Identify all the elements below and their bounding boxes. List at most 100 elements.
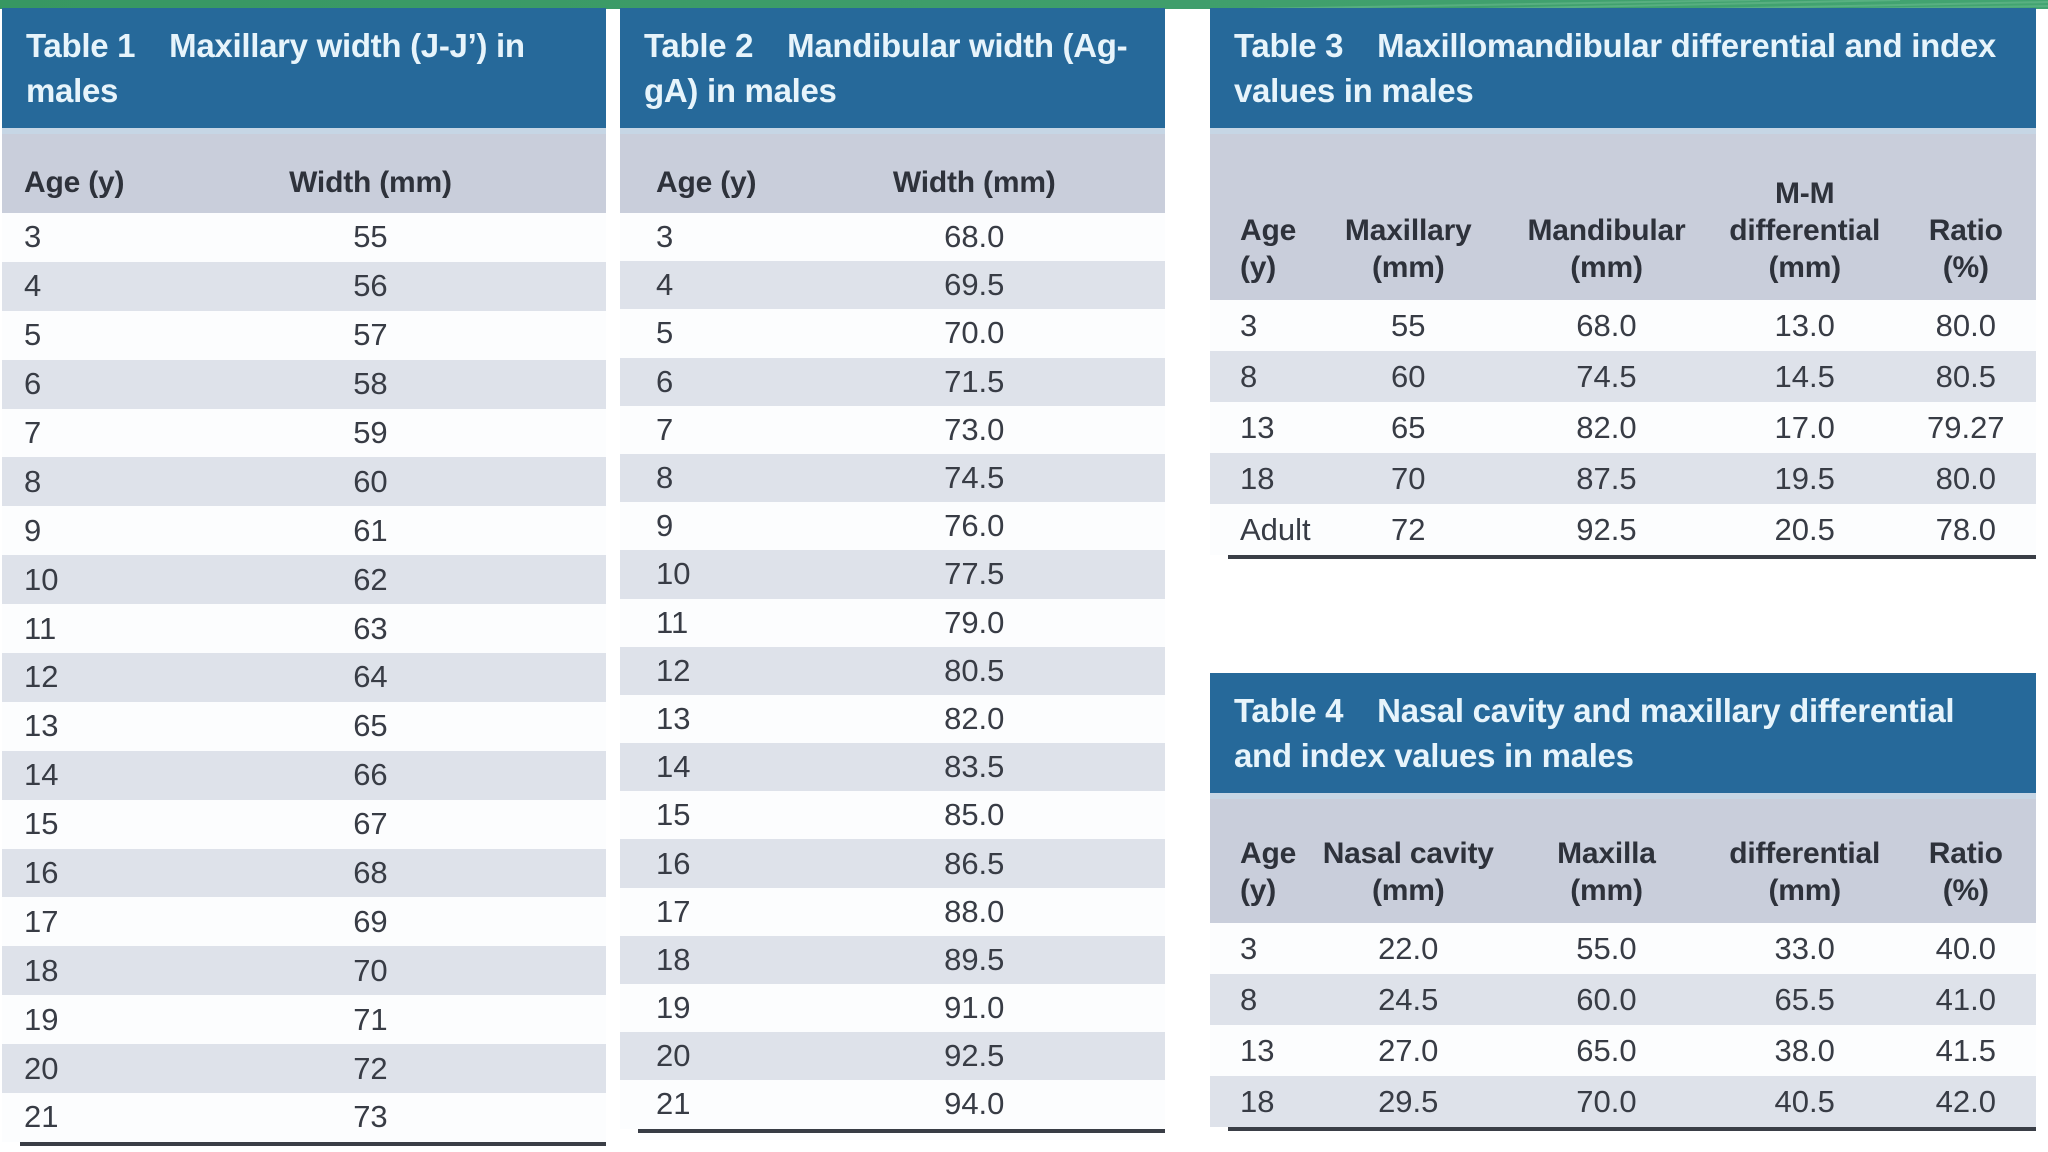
table-cell: 91.0 [944, 990, 1005, 1026]
table-cell: 92.5 [1576, 511, 1637, 547]
table-cell: 74.5 [944, 460, 1005, 496]
table-cell: 19 [24, 1001, 59, 1037]
table-row: 18 70 87.5 19.5 80.0 [1210, 453, 2036, 504]
table-cell: 11 [24, 610, 57, 646]
table-cell: 61 [353, 512, 388, 548]
column-header: Nasal cavity (mm) [1322, 837, 1494, 907]
table-cell: 8 [1240, 358, 1258, 394]
table-cell: 29.5 [1378, 1083, 1439, 1119]
table-cell: 10 [656, 556, 691, 592]
table4-body: 3 22.0 55.0 33.0 40.0 8 24.5 60.0 65.5 41.0 13 27.0… [1210, 923, 2036, 1127]
table-row: 19 71 [2, 995, 606, 1045]
table-row: 3 55 [2, 213, 606, 262]
table-cell: 4 [656, 267, 674, 303]
table-cell: 13 [1240, 1032, 1275, 1068]
column-header: M-M differential (mm) [1729, 177, 1881, 284]
table-row: 18 89.5 [620, 935, 1165, 984]
table-cell: 79.0 [944, 604, 1005, 640]
table-row: 7 73.0 [620, 405, 1165, 454]
table-cell: 94.0 [944, 1086, 1005, 1122]
table-cell: 68.0 [1576, 307, 1637, 343]
table-cell: 55 [1390, 307, 1426, 343]
table-row: 3 55 68.0 13.0 80.0 [1210, 300, 2036, 351]
table1-title-text: Maxillary width (J-J’) in males [26, 27, 525, 109]
table-cell: 14.5 [1774, 358, 1835, 394]
table-row: 12 64 [2, 653, 606, 702]
table-cell: 33.0 [1774, 930, 1835, 966]
table-cell: 17 [24, 903, 59, 939]
table2-bottom-rule [638, 1128, 1165, 1133]
table-row: 5 70.0 [620, 309, 1165, 358]
table-cell: 22.0 [1378, 930, 1439, 966]
table3-bottom-rule [1228, 555, 2036, 559]
column-header: Age (y) [1240, 837, 1297, 907]
table-cell: 20 [24, 1050, 59, 1086]
table-cell: 16 [24, 855, 59, 891]
table-cell: 17 [656, 893, 691, 929]
table-cell: 17.0 [1774, 409, 1835, 445]
table-cell: 3 [24, 219, 42, 255]
table-cell: 86.5 [944, 845, 1005, 881]
table-cell: 72 [1390, 511, 1426, 547]
table-cell: 60 [353, 463, 388, 499]
table-cell: 70.0 [1576, 1083, 1637, 1119]
table-cell: 71 [353, 1001, 388, 1037]
table-row: 20 72 [2, 1044, 606, 1094]
table-cell: 41.5 [1935, 1032, 1996, 1068]
table-cell: 65.0 [1576, 1032, 1637, 1068]
table-cell: Adult [1240, 511, 1311, 547]
table-row: 4 69.5 [620, 261, 1165, 310]
table-cell: 9 [24, 512, 42, 548]
table-row: 13 27.0 65.0 38.0 41.5 [1210, 1025, 2036, 1076]
table3-title-text: Maxillomandibular differential and index… [1234, 27, 1996, 109]
table-row: 10 77.5 [620, 550, 1165, 599]
table-row: 14 66 [2, 750, 606, 800]
table-cell: 85.0 [944, 797, 1005, 833]
table-row: 12 80.5 [620, 646, 1165, 695]
table-row: 21 73 [2, 1093, 606, 1142]
table-cell: 8 [1240, 981, 1258, 1017]
table4-label: Table 4 [1234, 692, 1344, 729]
table-cell: 68 [353, 855, 388, 891]
table-cell: 88.0 [944, 893, 1005, 929]
table-cell: 79.27 [1926, 409, 2005, 445]
table-cell: 83.5 [944, 749, 1005, 785]
table-cell: 16 [656, 845, 691, 881]
table-cell: 4 [24, 268, 42, 304]
table-row: 6 71.5 [620, 357, 1165, 406]
table-row: 3 22.0 55.0 33.0 40.0 [1210, 923, 2036, 974]
table-cell: 40.0 [1935, 930, 1996, 966]
table-cell: 41.0 [1935, 981, 1996, 1017]
table4-bottom-rule [1228, 1127, 2036, 1131]
table-row: 17 88.0 [620, 887, 1165, 936]
table4-title-text: Nasal cavity and maxillary differential … [1234, 692, 1955, 774]
table-cell: 66 [353, 757, 388, 793]
table-cell: 42.0 [1935, 1083, 1996, 1119]
table-row: 7 59 [2, 408, 606, 458]
table-cell: 89.5 [944, 941, 1005, 977]
column-header: differential (mm) [1729, 837, 1881, 907]
table-cell: 70.0 [944, 315, 1005, 351]
table-row: Adult 72 92.5 20.5 78.0 [1210, 504, 2036, 555]
table-row: 8 60 74.5 14.5 80.5 [1210, 351, 2036, 402]
table-row: 10 62 [2, 555, 606, 605]
table2-body: 3 68.0 4 69.5 5 70.0 6 71.5 7 73.0 8 74.5 9 76.0 10 77.… [620, 213, 1165, 1129]
table-row: 14 83.5 [620, 743, 1165, 792]
table-cell: 77.5 [944, 556, 1005, 592]
table-row: 13 65 82.0 17.0 79.27 [1210, 402, 2036, 453]
table3-titlebar: Table 3 Maxillomandibular differential an… [1210, 8, 2036, 128]
table-cell: 80.5 [944, 652, 1005, 688]
table-cell: 14 [24, 757, 59, 793]
table-row: 8 60 [2, 457, 606, 507]
table-cell: 19 [656, 990, 691, 1026]
table-cell: 59 [353, 415, 388, 450]
table-row: 21 94.0 [620, 1080, 1165, 1129]
table-cell: 8 [24, 463, 42, 499]
table-cell: 21 [24, 1099, 59, 1135]
table-cell: 76.0 [944, 508, 1005, 544]
table1-bottom-rule [20, 1141, 606, 1146]
table4-titlebar: Table 4 Nasal cavity and maxillary differ… [1210, 673, 2036, 793]
table-row: 13 65 [2, 701, 606, 751]
table2-titlebar: Table 2 Mandibular width (Ag-gA) in males [620, 8, 1165, 128]
table-cell: 3 [656, 219, 674, 255]
